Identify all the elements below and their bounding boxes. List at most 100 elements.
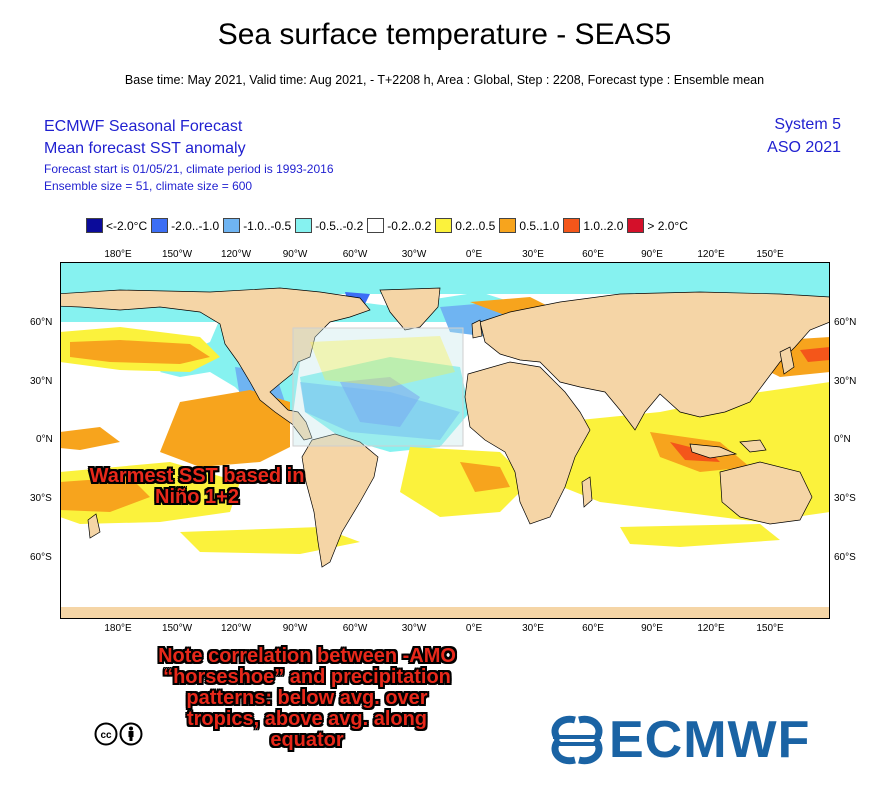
lon-tick: 30°W [401, 249, 427, 260]
land-masses [60, 287, 830, 568]
lon-tick: 90°W [282, 249, 308, 260]
warm-anomaly-southern-ocean [180, 527, 360, 554]
lat-tick: 60°S [30, 552, 52, 563]
sst-anomaly-map [60, 262, 830, 619]
atlantic-highlight-overlay [292, 327, 464, 447]
lon-tick: 60°E [582, 623, 604, 634]
ecmwf-logo-icon [551, 715, 603, 765]
arctic-cold-band [60, 262, 830, 294]
land-antarctica [60, 607, 830, 619]
creative-commons-icon: cc [94, 722, 143, 746]
legend-swatch [563, 218, 581, 233]
land-japan [779, 346, 795, 375]
legend-swatch [86, 218, 103, 233]
ensemble-size: Ensemble size = 51, climate size = 600 [44, 179, 253, 193]
legend-item: 0.2..0.5 [435, 218, 495, 233]
page-title: Sea surface temperature - SEAS5 [217, 18, 672, 51]
legend-label: -0.2..0.2 [387, 218, 432, 233]
land-indonesia [689, 443, 738, 459]
lon-tick: 0°E [465, 249, 483, 260]
legend-swatch [499, 218, 517, 233]
lon-tick: 150°E [756, 623, 784, 634]
legend-label: 0.2..0.5 [455, 218, 496, 233]
system-label: System 5 [774, 116, 841, 133]
legend-item: -0.2..0.2 [367, 218, 431, 233]
warm-anomaly-northwest-pacific-core [800, 347, 830, 362]
lon-tick: 0°E [465, 623, 483, 634]
warm-anomaly-dateline [60, 427, 120, 450]
lon-tick: 120°E [697, 249, 725, 260]
color-legend: <-2.0°C -2.0..-1.0 -1.0..-0.5 -0.5..-0.2… [86, 217, 692, 234]
warm-anomaly-central-pacific [160, 390, 290, 467]
lat-tick: 60°S [834, 552, 856, 563]
land-australia [719, 461, 813, 525]
legend-item: -1.0..-0.5 [223, 218, 291, 233]
lon-tick: 30°W [401, 623, 427, 634]
page-subtitle: Base time: May 2021, Valid time: Aug 202… [124, 73, 765, 87]
land-new-zealand [87, 513, 101, 539]
lat-tick: 30°N [834, 376, 857, 387]
ecmwf-logo-text: ECMWF [609, 711, 811, 769]
legend-label: -1.0..-0.5 [243, 218, 292, 233]
lon-tick: 180°E [104, 623, 132, 634]
warm-anomaly-south-pacific-core [60, 477, 150, 512]
land-africa [464, 361, 591, 525]
lon-tick: 120°W [220, 623, 252, 634]
legend-item: 0.5..1.0 [499, 218, 559, 233]
legend-item: > 2.0°C [627, 218, 688, 233]
forecast-product: Mean forecast SST anomaly [44, 140, 246, 157]
legend-item: <-2.0°C [86, 218, 147, 233]
legend-item: -0.5..-0.2 [295, 218, 363, 233]
legend-swatch [151, 218, 169, 233]
lon-tick: 150°W [161, 623, 193, 634]
legend-label: 0.5..1.0 [519, 218, 560, 233]
map-frame [60, 262, 830, 619]
legend-item: 1.0..2.0 [563, 218, 623, 233]
lon-tick: 120°W [220, 249, 252, 260]
lat-tick: 60°N [30, 317, 53, 328]
legend-swatch [435, 218, 453, 233]
warm-anomaly-southern-indian [620, 524, 780, 547]
lon-tick: 30°E [522, 623, 544, 634]
legend-swatch [223, 218, 241, 233]
lat-tick: 0°N [36, 434, 53, 445]
lon-tick: 60°W [342, 249, 368, 260]
lon-tick: 60°E [582, 249, 604, 260]
svg-text:cc: cc [100, 730, 112, 741]
lon-tick: 90°W [282, 623, 308, 634]
lat-tick: 30°N [30, 376, 53, 387]
land-madagascar [581, 476, 593, 508]
land-britain [471, 319, 483, 339]
lat-tick: 30°S [30, 493, 52, 504]
ecmwf-logo: ECMWF [545, 710, 810, 770]
legend-swatch [367, 218, 385, 233]
overlay-cold-band [300, 382, 460, 440]
annotation-amo-note: Note correlation between -AMO “horseshoe… [158, 645, 456, 751]
lon-tick: 150°E [756, 249, 784, 260]
legend-item: -2.0..-1.0 [151, 218, 219, 233]
warm-anomaly-south-atlantic-core [460, 462, 510, 492]
legend-label: -0.5..-0.2 [315, 218, 364, 233]
land-greenland [379, 287, 441, 331]
season-label: ASO 2021 [767, 139, 841, 156]
lon-tick: 90°E [641, 623, 663, 634]
lon-tick: 60°W [342, 623, 368, 634]
warm-anomaly-north-pacific-core [70, 340, 210, 364]
legend-label: -2.0..-1.0 [171, 218, 220, 233]
legend-label: > 2.0°C [647, 218, 688, 233]
cold-anomaly-atlantic-core [340, 377, 420, 427]
land-north-america [60, 287, 371, 441]
legend-swatch [295, 218, 313, 233]
forecast-start: Forecast start is 01/05/21, climate peri… [44, 162, 334, 176]
forecast-source: ECMWF Seasonal Forecast [44, 118, 243, 135]
annotation-warmest-sst: Warmest SST based in Niño 1+2 [89, 465, 305, 508]
legend-swatch [627, 218, 645, 233]
warm-anomaly-south-atlantic [400, 447, 530, 517]
lon-tick: 30°E [522, 249, 544, 260]
lon-tick: 90°E [641, 249, 663, 260]
lat-tick: 30°S [834, 493, 856, 504]
lon-tick: 150°W [161, 249, 193, 260]
lat-tick: 0°N [834, 434, 851, 445]
land-eurasia [479, 291, 830, 431]
land-south-america [301, 433, 379, 568]
